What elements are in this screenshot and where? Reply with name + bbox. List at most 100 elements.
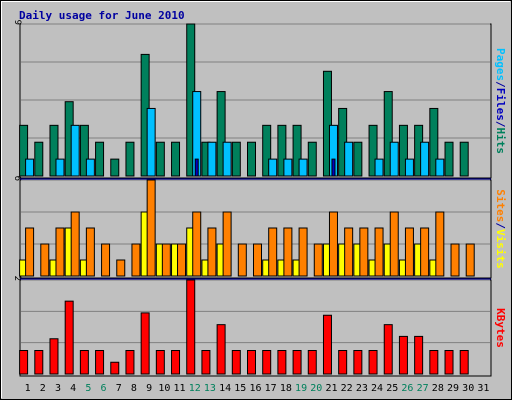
- bar-sites-day-28: [435, 211, 445, 277]
- bar-sites-day-10: [161, 243, 171, 277]
- bar-hits-day-5: [79, 124, 89, 177]
- day-label-5: 5: [85, 383, 91, 394]
- day-label-29: 29: [447, 383, 459, 394]
- bar-kbytes-day-28: [429, 350, 439, 375]
- bar-hits-day-3: [49, 124, 59, 177]
- bar-hits-day-10: [155, 141, 165, 177]
- legend-part: Visits: [494, 229, 507, 269]
- bar-sites-day-21: [328, 211, 338, 277]
- bar-hits-day-26: [398, 124, 408, 177]
- day-label-20: 20: [310, 383, 322, 394]
- bar-hits-day-23: [353, 141, 363, 177]
- bar-hits-day-21: [322, 70, 332, 177]
- bar-sites-day-24: [374, 227, 384, 277]
- bar-files-day-19: [298, 158, 308, 177]
- bar-kbytes-day-5: [79, 350, 89, 375]
- bar-sites-day-2: [40, 243, 50, 277]
- bar-sites-day-14: [222, 211, 232, 277]
- bar-sites-day-27: [420, 227, 430, 277]
- bar-kbytes-day-19: [292, 350, 302, 375]
- bar-hits-day-18: [277, 124, 287, 177]
- bar-kbytes-day-11: [171, 350, 181, 375]
- bar-sites-day-19: [298, 227, 308, 277]
- bar-kbytes-day-27: [414, 335, 424, 375]
- bar-files-day-1: [25, 158, 35, 177]
- bar-hits-day-17: [262, 124, 272, 177]
- bar-kbytes-day-10: [155, 350, 165, 375]
- bar-files-day-27: [420, 141, 430, 177]
- ymax-tick-label: 2: [12, 276, 22, 281]
- bar-kbytes-day-15: [231, 350, 241, 375]
- series-legend-bottom: KBytes: [494, 308, 507, 348]
- bar-sites-day-15: [237, 243, 247, 277]
- day-label-13: 13: [204, 383, 216, 394]
- bar-files-day-3: [55, 158, 65, 177]
- bar-sites-day-12: [192, 211, 202, 277]
- bar-pages-day-21: [331, 158, 336, 177]
- bar-files-day-14: [222, 141, 232, 177]
- bar-kbytes-day-26: [398, 335, 408, 375]
- day-label-19: 19: [295, 383, 307, 394]
- bar-sites-day-16: [253, 243, 262, 277]
- bar-files-day-17: [268, 158, 278, 177]
- bar-kbytes-day-4: [64, 300, 74, 375]
- bar-sites-day-25: [389, 211, 399, 277]
- bar-sites-day-29: [450, 243, 460, 277]
- bar-kbytes-day-13: [201, 350, 211, 375]
- bar-sites-day-11: [177, 243, 187, 277]
- day-label-6: 6: [101, 383, 107, 394]
- bar-sites-day-4: [70, 211, 80, 277]
- bar-sites-day-8: [131, 243, 141, 277]
- day-label-23: 23: [356, 383, 368, 394]
- day-label-27: 27: [417, 383, 429, 394]
- bar-hits-day-14: [216, 91, 226, 177]
- bar-sites-day-5: [85, 227, 95, 277]
- bar-hits-day-24: [368, 124, 378, 177]
- bar-files-day-5: [85, 158, 95, 177]
- bar-kbytes-day-8: [125, 350, 135, 375]
- bar-files-day-4: [70, 124, 80, 177]
- day-label-31: 31: [477, 383, 489, 394]
- day-label-10: 10: [158, 383, 170, 394]
- bar-kbytes-day-18: [277, 350, 287, 375]
- bar-sites-day-30: [465, 243, 475, 277]
- chart-title: Daily usage for June 2010: [19, 9, 185, 22]
- bar-kbytes-day-22: [338, 350, 348, 375]
- bar-files-day-24: [374, 158, 384, 177]
- bar-hits-day-30: [459, 141, 469, 177]
- bar-hits-day-29: [444, 141, 454, 177]
- legend-part: /: [494, 222, 507, 229]
- bar-files-day-18: [283, 158, 293, 177]
- bar-hits-day-11: [171, 141, 181, 177]
- legend-part: Sites: [494, 189, 507, 222]
- bar-sites-day-9: [146, 179, 156, 277]
- bar-kbytes-day-7: [110, 361, 120, 375]
- day-label-3: 3: [55, 383, 61, 394]
- legend-part: /: [494, 81, 507, 88]
- bar-files-day-26: [404, 158, 414, 177]
- day-label-14: 14: [219, 383, 231, 394]
- bar-files-day-28: [435, 158, 445, 177]
- bar-pages-day-12: [194, 158, 199, 177]
- panel-bottom: 2 KBytes: [12, 276, 507, 377]
- day-label-24: 24: [371, 383, 383, 394]
- legend-part: Files: [494, 88, 507, 121]
- bar-sites-day-23: [359, 227, 369, 277]
- bar-hits-day-6: [95, 141, 105, 177]
- day-label-18: 18: [280, 383, 292, 394]
- day-label-9: 9: [146, 383, 152, 394]
- bar-hits-day-28: [429, 107, 439, 177]
- day-label-7: 7: [116, 383, 122, 394]
- day-label-17: 17: [265, 383, 277, 394]
- series-legend-middle: Sites/Visits: [494, 189, 507, 269]
- bar-kbytes-day-9: [140, 312, 150, 375]
- day-label-21: 21: [325, 383, 337, 394]
- bar-hits-day-20: [307, 141, 317, 177]
- day-label-15: 15: [234, 383, 246, 394]
- bar-sites-day-20: [313, 243, 323, 277]
- bar-kbytes-day-3: [49, 338, 59, 375]
- day-label-28: 28: [432, 383, 444, 394]
- bar-kbytes-day-29: [444, 350, 454, 375]
- bar-kbytes-day-30: [459, 350, 469, 375]
